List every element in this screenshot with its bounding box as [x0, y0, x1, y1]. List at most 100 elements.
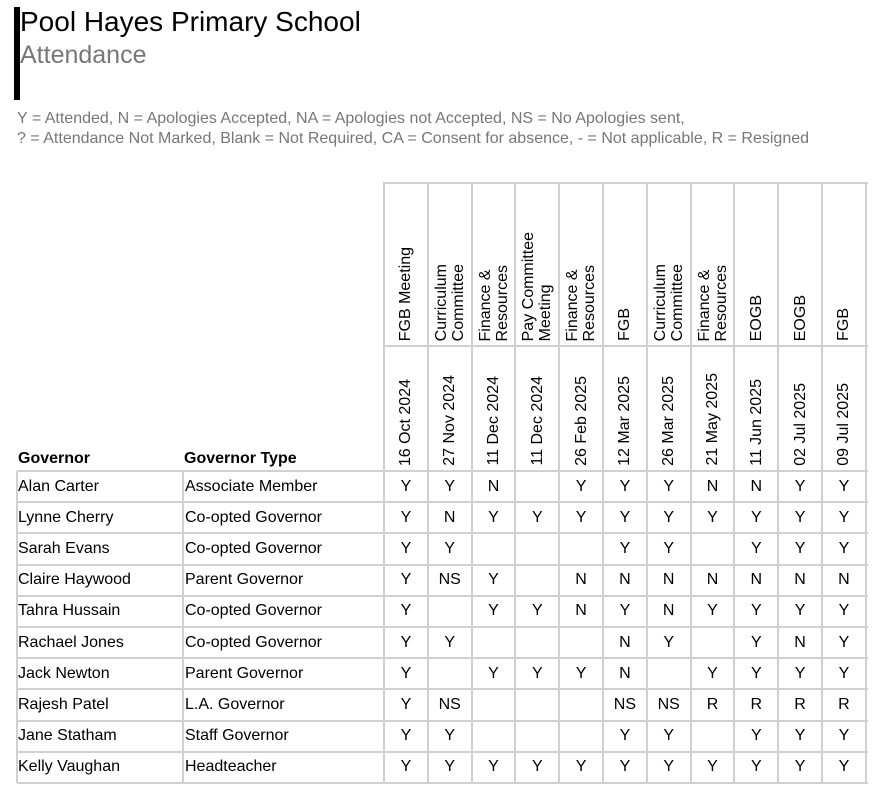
attendance-cell: Y [531, 758, 543, 776]
grid-line [514, 182, 517, 783]
attendance-cell: Y [750, 633, 762, 651]
attendance-cell [515, 721, 559, 752]
attendance-cell: Y [531, 508, 543, 526]
attendance-cell [472, 627, 516, 658]
attendance-cell: Y [619, 602, 631, 620]
grid-line [17, 750, 868, 753]
attendance-cell: Y [750, 758, 762, 776]
attendance-cell: Y [838, 539, 850, 557]
meeting-name-line: Resources [581, 264, 599, 341]
attendance-cell: Y [444, 539, 456, 557]
attendance-cell: Y [400, 571, 412, 589]
attendance-cell: Y [488, 602, 499, 620]
governor-type: Staff Governor [185, 727, 289, 745]
attendance-cell: Y [400, 695, 412, 713]
meeting-name-line: Finance & [564, 268, 582, 341]
attendance-cell: N [619, 664, 631, 682]
attendance-cell: Y [707, 602, 718, 620]
attendance-cell: Y [444, 477, 456, 495]
grid-line [426, 182, 429, 783]
attendance-cell: N [443, 508, 456, 526]
attendance-key-line-2: ? = Attendance Not Marked, Blank = Not R… [17, 130, 810, 147]
attendance-cell [515, 565, 559, 596]
attendance-cell: R [794, 695, 806, 713]
governor-type: L.A. Governor [185, 695, 285, 713]
meeting-name-line: Resources [712, 264, 730, 341]
attendance-cell: Y [838, 477, 850, 495]
meeting-date-header: 11 Dec 2024 [528, 376, 546, 466]
meeting-name-header: FGB Meeting [397, 247, 414, 341]
attendance-cell: Y [619, 477, 631, 495]
governor-type: Headteacher [185, 758, 277, 776]
grid-line [17, 501, 868, 504]
attendance-cell [559, 721, 603, 752]
meeting-date-header: 26 Feb 2025 [572, 376, 590, 466]
attendance-cell: N [706, 477, 719, 495]
attendance-cell: Y [619, 539, 631, 557]
meeting-name-line: Curriculum [651, 263, 669, 341]
grid-line [645, 182, 648, 783]
attendance-cell [428, 596, 472, 627]
governor-type: Co-opted Governor [185, 633, 322, 651]
attendance-cell: Y [619, 727, 631, 745]
governor-type: Associate Member [185, 477, 318, 495]
attendance-cell: Y [619, 508, 631, 526]
attendance-cell: Y [838, 602, 850, 620]
attendance-cell: N [838, 571, 850, 589]
attendance-cell: N [794, 571, 806, 589]
attendance-cell: Y [750, 508, 762, 526]
attendance-cell: Y [838, 508, 850, 526]
governor-column-header: Governor [18, 450, 91, 467]
grid-line [777, 182, 780, 783]
attendance-cell: Y [794, 664, 806, 682]
governor-name: Tahra Hussain [18, 602, 121, 620]
meeting-name-line: EOGB [747, 294, 765, 341]
meeting-name-line: FGB [835, 308, 853, 341]
governor-type: Co-opted Governor [185, 539, 322, 557]
attendance-cell: N [662, 602, 675, 620]
attendance-cell: Y [838, 758, 850, 776]
governor-name: Jack Newton [18, 664, 110, 682]
attendance-cell: Y [575, 508, 587, 526]
attendance-cell: N [575, 571, 587, 589]
attendance-cell: Y [488, 508, 499, 526]
attendance-cell: Y [400, 477, 412, 495]
attendance-cell: N [619, 571, 631, 589]
governor-name: Rachael Jones [18, 633, 124, 651]
meeting-name-line: FGB [616, 308, 634, 341]
attendance-cell: Y [838, 664, 850, 682]
meeting-name-header: Finance & Resources [564, 265, 598, 341]
meeting-name-line: Pay Committee [520, 231, 538, 341]
attendance-cell: Y [575, 758, 587, 776]
meeting-name-header: Finance & Resources [696, 265, 730, 341]
meeting-date-header: 26 Mar 2025 [660, 376, 678, 466]
grid-line [602, 182, 604, 783]
meeting-name-line: Committee [449, 263, 467, 341]
attendance-cell [559, 689, 603, 720]
attendance-cell [472, 533, 516, 564]
attendance-cell: Y [488, 664, 499, 682]
meeting-name-line: FGB Meeting [397, 246, 415, 341]
governor-type-column-header: Governor Type [184, 450, 297, 467]
attendance-cell: Y [663, 539, 675, 557]
page-subtitle: Attendance [20, 41, 147, 69]
attendance-cell: Y [444, 727, 456, 745]
attendance-cell: Y [444, 633, 456, 651]
meeting-name-header: Curriculum Committee [433, 264, 467, 341]
attendance-cell: NS [438, 571, 461, 589]
attendance-cell: Y [400, 727, 412, 745]
grid-line [17, 563, 868, 566]
attendance-cell [559, 533, 603, 564]
attendance-cell [515, 533, 559, 564]
meeting-date-header: 02 Jul 2025 [791, 383, 809, 466]
attendance-cell: Y [794, 727, 806, 745]
meeting-name-line: Committee [668, 263, 686, 341]
meeting-name-line: Meeting [537, 284, 555, 341]
meeting-name-header: Pay Committee Meeting [520, 232, 554, 341]
attendance-cell: R [750, 695, 763, 713]
attendance-cell: Y [794, 602, 806, 620]
attendance-cell: Y [707, 664, 718, 682]
attendance-cell: R [838, 695, 850, 713]
meeting-name-header: Curriculum Committee [652, 264, 686, 341]
